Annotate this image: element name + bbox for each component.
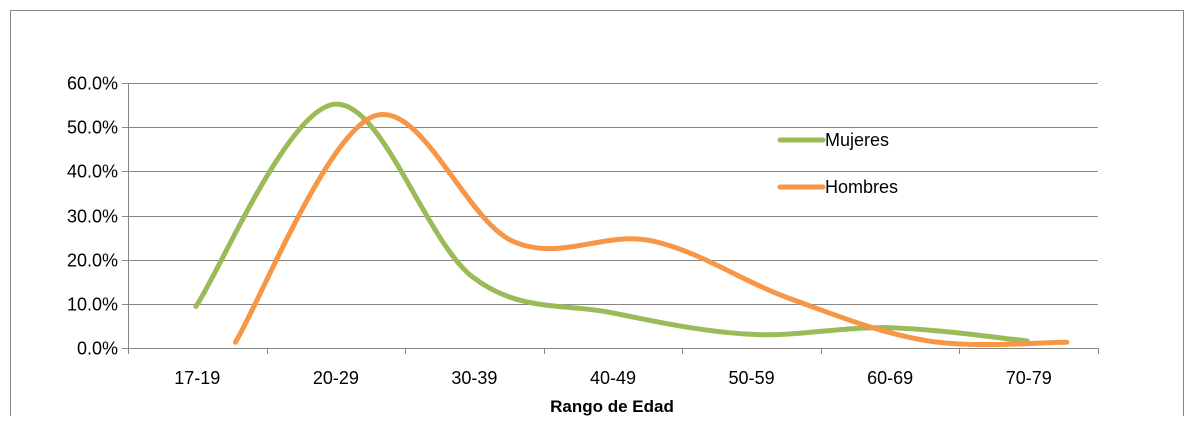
x-tick-label: 30-39	[451, 368, 497, 388]
y-tick-label: 0.0%	[77, 339, 118, 359]
x-tick-label: 50-59	[729, 368, 775, 388]
series-line-hombres	[232, 111, 1070, 348]
y-tick-label: 20.0%	[67, 251, 118, 271]
x-tick-label: 20-29	[313, 368, 359, 388]
chart-frame	[10, 10, 1184, 421]
x-axis-title: Rango de Edad	[550, 397, 674, 416]
x-tick-label: 70-79	[1006, 368, 1052, 388]
y-tick-label: 40.0%	[67, 162, 118, 182]
y-tick-label: 50.0%	[67, 118, 118, 138]
gridlines	[122, 83, 1098, 349]
y-tick-label: 10.0%	[67, 295, 118, 315]
x-tick-label: 60-69	[867, 368, 913, 388]
x-tick-label: 17-19	[174, 368, 220, 388]
legend-label-mujeres: Mujeres	[825, 130, 889, 150]
y-tick-label: 60.0%	[67, 74, 118, 94]
x-tick-label: 40-49	[590, 368, 636, 388]
y-tick-label: 30.0%	[67, 207, 118, 227]
legend-label-hombres: Hombres	[825, 177, 898, 197]
